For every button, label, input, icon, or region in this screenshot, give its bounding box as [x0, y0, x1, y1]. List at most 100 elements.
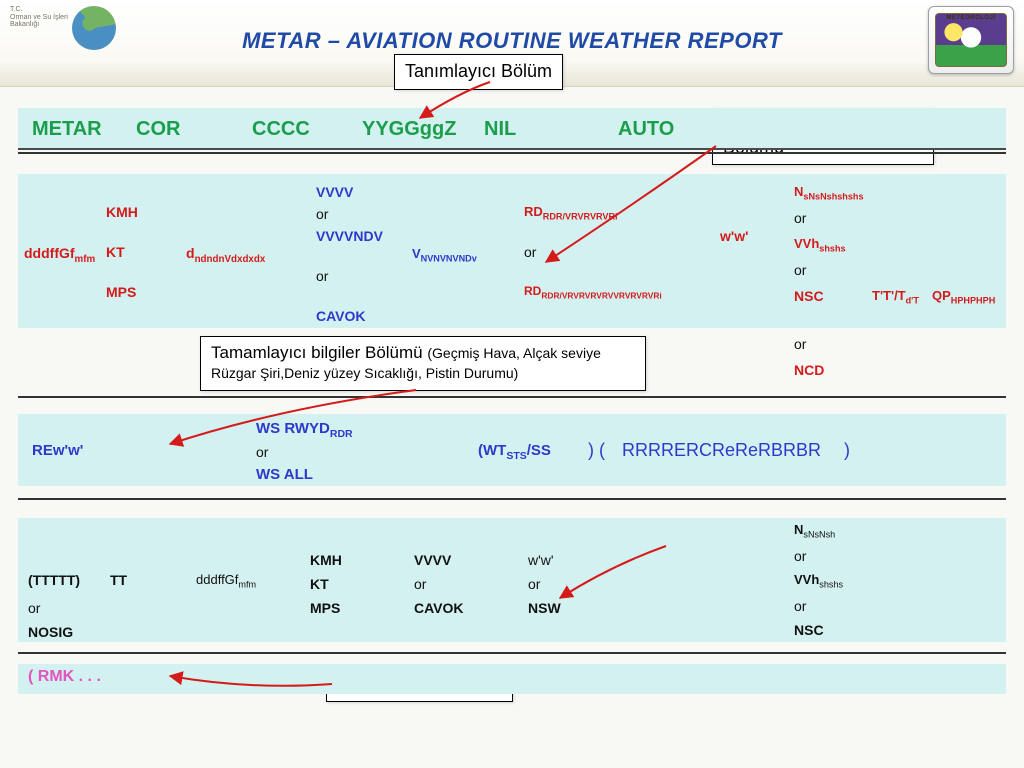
- tok-ws1: WS RWYDRDR: [256, 420, 353, 440]
- tok-trend-cavok: CAVOK: [414, 600, 464, 616]
- tok-wind-sub: mfm: [75, 254, 96, 265]
- tok-rew: REw'w': [32, 442, 83, 459]
- tok-cloud-or2: or: [794, 262, 806, 278]
- tok-ttttt: (TTTTT): [28, 572, 80, 588]
- tok-rvr2: RDRDR/VRVRVRVRVVRVRVRVRi: [524, 284, 662, 300]
- tok-vndir-sub: NVNVNVNDv: [421, 254, 477, 264]
- tok-trend-kmh: KMH: [310, 552, 342, 568]
- rule-2: [18, 396, 1006, 398]
- tok-vardir-base: d: [186, 245, 195, 261]
- tok-nsc: NSC: [794, 288, 824, 304]
- tok-cavok: CAVOK: [316, 308, 366, 324]
- tok-nosig: NOSIG: [28, 624, 73, 640]
- tok-temp-sub: d'T: [906, 296, 919, 306]
- tok-rvr1-sub: RDR/VRVRVRVRi: [543, 212, 618, 222]
- tok-trend-cloud2-sub: shshs: [819, 580, 843, 590]
- tok-nil: NIL: [484, 118, 516, 141]
- tok-cloud1: NsNsNshshshs: [794, 184, 864, 202]
- tok-qnh-base: QP: [932, 288, 951, 303]
- tok-vndir: VNVNVNVNDv: [412, 246, 477, 264]
- tok-rvr2-sub: RDR/VRVRVRVRVVRVRVRVRi: [541, 290, 661, 300]
- tok-trend-ww: w'w': [528, 552, 554, 568]
- left-logo-caption-2: Orman ve Su İşleri: [10, 14, 68, 22]
- tok-trend-or1: or: [28, 600, 40, 616]
- tok-cloud1-sub: sNsNshshshs: [803, 192, 863, 202]
- tok-auto: AUTO: [618, 118, 674, 141]
- tok-mps: MPS: [106, 284, 136, 300]
- tok-vvvv: VVVV: [316, 184, 353, 200]
- badge-text: METEOROLOJİ: [936, 15, 1006, 21]
- tok-rvr1-base: RD: [524, 204, 543, 219]
- tok-ws2: WS ALL: [256, 466, 313, 483]
- tok-trend-cloud1-base: N: [794, 522, 803, 537]
- tok-cloud1-base: N: [794, 184, 803, 199]
- tok-vardir: dndndnVdxdxdx: [186, 245, 265, 265]
- tok-kt: KT: [106, 244, 125, 260]
- tok-trend-cloud1: NsNsNsh: [794, 522, 835, 540]
- tok-close: ): [844, 440, 850, 461]
- rule-3: [18, 498, 1006, 500]
- tok-rvr-or: or: [524, 244, 536, 260]
- tok-ww: w'w': [720, 228, 748, 244]
- tok-paren: ) (: [588, 440, 605, 461]
- tok-yygg: YYGGggZ: [362, 118, 456, 141]
- rule-4: [18, 652, 1006, 654]
- tok-or2: or: [316, 268, 328, 284]
- rule-1: [18, 152, 1006, 154]
- tok-ncd: NCD: [794, 362, 824, 378]
- tok-cloud2: VVhshshs: [794, 236, 846, 254]
- band-trend: [18, 518, 1006, 642]
- tok-trend-wind-sub: mfm: [238, 580, 256, 590]
- tok-vardir-sub: ndndnVdxdxdx: [195, 254, 266, 265]
- tok-trend-cloud1-sub: sNsNsh: [803, 530, 835, 540]
- tok-ws-or: or: [256, 444, 268, 460]
- tok-tt: TT: [110, 572, 127, 588]
- tok-cor: COR: [136, 118, 180, 141]
- tok-trend-cloud2: VVhshshs: [794, 572, 843, 590]
- tok-ws1-sub: RDR: [330, 428, 353, 440]
- tok-trend-mps: MPS: [310, 600, 340, 616]
- tok-cloud2-base: VVh: [794, 236, 819, 251]
- tok-rvr2-base: RD: [524, 284, 541, 298]
- tok-cloud-or1: or: [794, 210, 806, 226]
- tok-trend-or3: or: [528, 576, 540, 592]
- label-identifier-text: Tanımlayıcı Bölüm: [405, 61, 552, 81]
- tok-trend-or2: or: [414, 576, 426, 592]
- tok-temp: T'T'/Td'T: [872, 288, 919, 306]
- tok-qnh: QPHPHPHPH: [932, 288, 995, 306]
- tok-wt: (WTSTS/SS: [478, 442, 551, 462]
- tok-metar: METAR: [32, 118, 102, 141]
- tok-trend-kt: KT: [310, 576, 329, 592]
- tok-trend-vvvv: VVVV: [414, 552, 451, 568]
- tok-vvvvndv: VVVVNDV: [316, 228, 383, 244]
- tok-cloud-or3: or: [794, 336, 806, 352]
- tok-rvr1: RDRDR/VRVRVRVRi: [524, 204, 618, 222]
- tok-trend-wind-base: dddffGf: [196, 572, 238, 587]
- tok-wt-base: (WT: [478, 442, 506, 459]
- tok-rmk: ( RMK . . .: [28, 668, 101, 686]
- tok-rstate: RRRRERCReReRBRBR: [622, 440, 821, 461]
- label-identifier-section: Tanımlayıcı Bölüm: [394, 54, 563, 90]
- tok-wind: dddffGfmfm: [24, 245, 95, 265]
- tok-wind-base: dddffGf: [24, 245, 75, 261]
- tok-trend-cloud-or2: or: [794, 598, 806, 614]
- page-title: METAR – AVIATION ROUTINE WEATHER REPORT: [0, 28, 1024, 54]
- tok-cloud2-sub: shshs: [819, 244, 845, 254]
- tok-kmh: KMH: [106, 204, 138, 220]
- tok-ws1-base: WS RWYD: [256, 420, 330, 437]
- tok-temp-base: T'T'/T: [872, 288, 906, 303]
- tok-trend-wind: dddffGfmfm: [196, 572, 256, 590]
- tok-wt-ss: /SS: [527, 442, 551, 459]
- tok-qnh-sub: HPHPHPH: [951, 296, 995, 306]
- tok-cccc: CCCC: [252, 118, 310, 141]
- page: T.C. Orman ve Su İşleri Bakanlığı METEOR…: [0, 0, 1024, 768]
- left-logo-caption-1: T.C.: [10, 6, 68, 14]
- tok-trend-nsw: NSW: [528, 600, 561, 616]
- tok-trend-nsc: NSC: [794, 622, 824, 638]
- tok-wt-sub: STS: [506, 450, 526, 462]
- label-supplementary-section: Tamamlayıcı bilgiler Bölümü (Geçmiş Hava…: [200, 336, 646, 391]
- band-national: [18, 664, 1006, 694]
- tok-or1: or: [316, 206, 328, 222]
- label-supplementary-main: Tamamlayıcı bilgiler Bölümü: [211, 343, 427, 362]
- tok-trend-cloud2-base: VVh: [794, 572, 819, 587]
